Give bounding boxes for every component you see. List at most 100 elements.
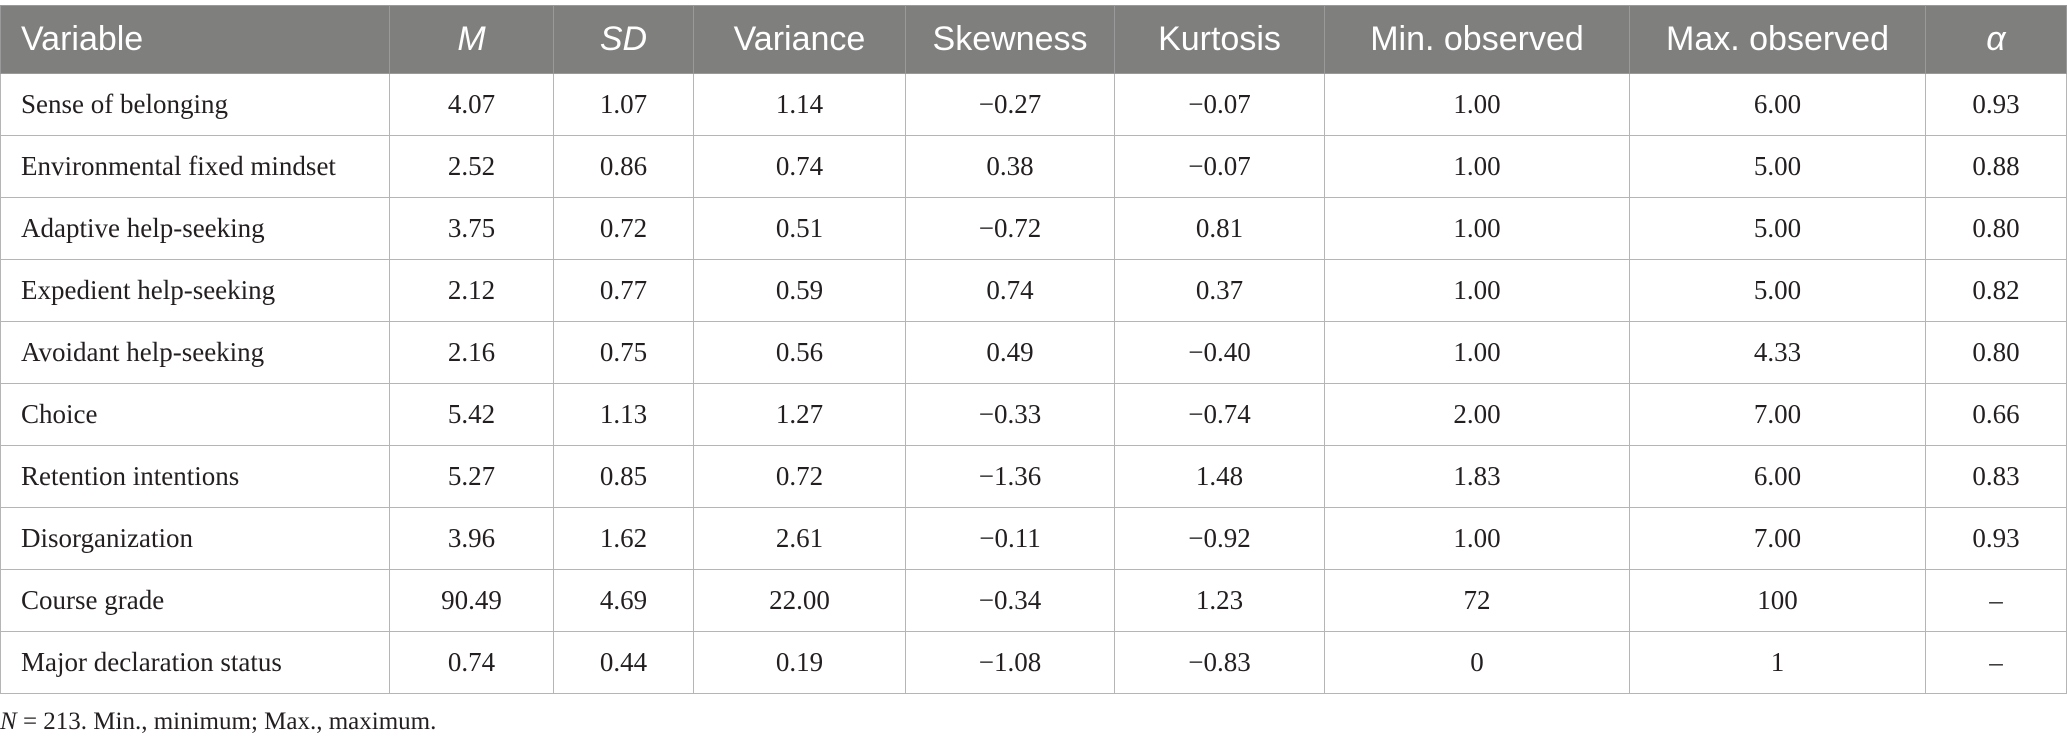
- cell-variable: Choice: [0, 383, 390, 446]
- table-row: Avoidant help-seeking 2.16 0.75 0.56 0.49 −0.…: [0, 321, 2067, 384]
- cell-variance: 1.14: [693, 73, 906, 136]
- cell-variance: 0.51: [693, 197, 906, 260]
- cell-mean: 5.42: [389, 383, 554, 446]
- cell-min-observed: 1.00: [1324, 73, 1630, 136]
- cell-max-observed: 5.00: [1629, 197, 1926, 260]
- cell-mean: 2.16: [389, 321, 554, 384]
- column-header-mean: M: [389, 5, 554, 74]
- cell-max-observed: 1: [1629, 631, 1926, 694]
- cell-max-observed: 5.00: [1629, 135, 1926, 198]
- table-row: Adaptive help-seeking 3.75 0.72 0.51 −0.72 0.…: [0, 197, 2067, 260]
- column-header-sd: SD: [553, 5, 694, 74]
- cell-variable: Adaptive help-seeking: [0, 197, 390, 260]
- column-header-kurtosis: Kurtosis: [1114, 5, 1325, 74]
- cell-min-observed: 1.83: [1324, 445, 1630, 508]
- cell-kurtosis: 0.37: [1114, 259, 1325, 322]
- cell-skewness: 0.38: [905, 135, 1115, 198]
- column-header-alpha: α: [1925, 5, 2067, 74]
- cell-sd: 0.44: [553, 631, 694, 694]
- cell-min-observed: 0: [1324, 631, 1630, 694]
- cell-kurtosis: −0.40: [1114, 321, 1325, 384]
- cell-max-observed: 6.00: [1629, 445, 1926, 508]
- cell-max-observed: 4.33: [1629, 321, 1926, 384]
- cell-mean: 3.75: [389, 197, 554, 260]
- cell-kurtosis: −0.74: [1114, 383, 1325, 446]
- cell-skewness: −0.11: [905, 507, 1115, 570]
- cell-max-observed: 7.00: [1629, 383, 1926, 446]
- cell-mean: 2.12: [389, 259, 554, 322]
- header-row: Variable M SD Variance Skewness Kurtosis…: [0, 5, 2067, 74]
- cell-variance: 2.61: [693, 507, 906, 570]
- cell-skewness: −0.34: [905, 569, 1115, 632]
- cell-mean: 0.74: [389, 631, 554, 694]
- cell-sd: 0.86: [553, 135, 694, 198]
- cell-skewness: 0.74: [905, 259, 1115, 322]
- cell-skewness: −0.33: [905, 383, 1115, 446]
- table-footnote: N = 213. Min., minimum; Max., maximum.: [0, 708, 436, 736]
- cell-variance: 0.56: [693, 321, 906, 384]
- table-row: Expedient help-seeking 2.12 0.77 0.59 0.74 0.…: [0, 259, 2067, 322]
- cell-variable: Course grade: [0, 569, 390, 632]
- cell-min-observed: 72: [1324, 569, 1630, 632]
- descriptive-statistics-table: Variable M SD Variance Skewness Kurtosis…: [0, 5, 2067, 694]
- table-row: Environmental fixed mindset 2.52 0.86 0.74 0…: [0, 135, 2067, 198]
- cell-sd: 0.77: [553, 259, 694, 322]
- cell-max-observed: 6.00: [1629, 73, 1926, 136]
- cell-min-observed: 1.00: [1324, 507, 1630, 570]
- cell-variance: 0.72: [693, 445, 906, 508]
- table-row: Course grade 90.49 4.69 22.00 −0.34 1.23 72 100…: [0, 569, 2067, 632]
- cell-min-observed: 1.00: [1324, 321, 1630, 384]
- cell-variable: Retention intentions: [0, 445, 390, 508]
- table-row: Choice 5.42 1.13 1.27 −0.33 −0.74 2.00 7.00 0.66: [0, 383, 2067, 446]
- cell-alpha: 0.93: [1925, 507, 2067, 570]
- cell-alpha: 0.82: [1925, 259, 2067, 322]
- cell-variance: 22.00: [693, 569, 906, 632]
- cell-mean: 90.49: [389, 569, 554, 632]
- column-header-min-observed: Min. observed: [1324, 5, 1630, 74]
- column-header-skewness: Skewness: [905, 5, 1115, 74]
- column-header-variance: Variance: [693, 5, 906, 74]
- cell-alpha: –: [1925, 631, 2067, 694]
- footnote-text: = 213. Min., minimum; Max., maximum.: [16, 708, 437, 735]
- cell-sd: 0.72: [553, 197, 694, 260]
- cell-max-observed: 7.00: [1629, 507, 1926, 570]
- column-header-variable: Variable: [0, 5, 390, 74]
- cell-alpha: –: [1925, 569, 2067, 632]
- cell-sd: 1.07: [553, 73, 694, 136]
- cell-skewness: −1.08: [905, 631, 1115, 694]
- table-row: Retention intentions 5.27 0.85 0.72 −1.36 1.4…: [0, 445, 2067, 508]
- cell-alpha: 0.66: [1925, 383, 2067, 446]
- cell-variance: 0.19: [693, 631, 906, 694]
- cell-skewness: −1.36: [905, 445, 1115, 508]
- cell-kurtosis: 0.81: [1114, 197, 1325, 260]
- table-body: Sense of belonging 4.07 1.07 1.14 −0.27 −0.07…: [0, 73, 2067, 694]
- cell-kurtosis: −0.07: [1114, 135, 1325, 198]
- cell-sd: 1.13: [553, 383, 694, 446]
- cell-variable: Expedient help-seeking: [0, 259, 390, 322]
- cell-sd: 1.62: [553, 507, 694, 570]
- cell-skewness: −0.27: [905, 73, 1115, 136]
- cell-alpha: 0.83: [1925, 445, 2067, 508]
- cell-skewness: 0.49: [905, 321, 1115, 384]
- cell-alpha: 0.88: [1925, 135, 2067, 198]
- cell-min-observed: 2.00: [1324, 383, 1630, 446]
- cell-max-observed: 100: [1629, 569, 1926, 632]
- cell-min-observed: 1.00: [1324, 135, 1630, 198]
- footnote-n-symbol: N: [0, 708, 17, 735]
- column-header-max-observed: Max. observed: [1629, 5, 1926, 74]
- cell-kurtosis: 1.23: [1114, 569, 1325, 632]
- cell-kurtosis: 1.48: [1114, 445, 1325, 508]
- cell-min-observed: 1.00: [1324, 197, 1630, 260]
- cell-alpha: 0.80: [1925, 197, 2067, 260]
- cell-mean: 2.52: [389, 135, 554, 198]
- cell-variable: Sense of belonging: [0, 73, 390, 136]
- table-row: Major declaration status 0.74 0.44 0.19 −1.0…: [0, 631, 2067, 694]
- cell-min-observed: 1.00: [1324, 259, 1630, 322]
- cell-alpha: 0.80: [1925, 321, 2067, 384]
- table-header: Variable M SD Variance Skewness Kurtosis…: [0, 5, 2067, 74]
- cell-variable: Disorganization: [0, 507, 390, 570]
- cell-skewness: −0.72: [905, 197, 1115, 260]
- cell-kurtosis: −0.92: [1114, 507, 1325, 570]
- cell-sd: 0.85: [553, 445, 694, 508]
- cell-variable: Avoidant help-seeking: [0, 321, 390, 384]
